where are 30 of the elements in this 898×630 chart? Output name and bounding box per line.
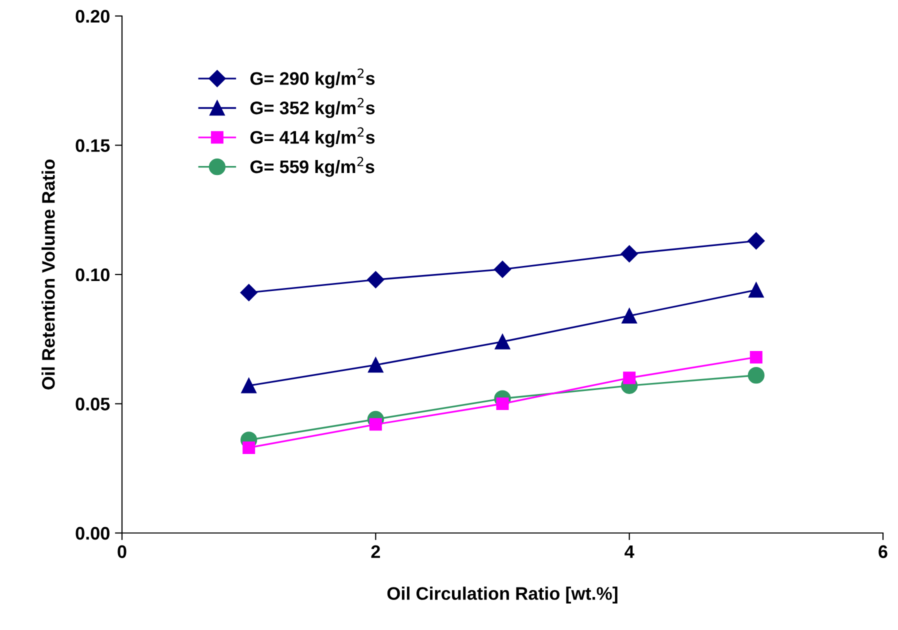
legend-label: G= 414 kg/m$^{2}$s <box>250 127 375 148</box>
y-tick-label: 0.05 <box>76 398 110 410</box>
point <box>494 260 512 278</box>
point <box>368 357 384 373</box>
x-tick-label: 0 <box>118 545 126 558</box>
point <box>369 418 382 431</box>
point <box>240 284 258 302</box>
y-tick-label: 0.20 <box>76 10 110 23</box>
point <box>241 378 256 394</box>
point <box>750 350 762 364</box>
legend-label: G= 352 kg/m$^{2}$s <box>250 98 375 118</box>
x-tick-label: 4 <box>624 545 634 558</box>
y-tick-label: 0.00 <box>76 526 110 540</box>
legend-label: G= 559 kg/m$^{2}$s <box>250 156 374 177</box>
y-axis-title: Oil Retention Volume Ratio <box>42 160 55 390</box>
point <box>620 245 638 262</box>
x-tick-label: 6 <box>878 545 888 558</box>
point <box>748 282 764 298</box>
point <box>242 441 256 454</box>
point <box>748 232 765 250</box>
y-tick-label: 0.15 <box>76 139 110 152</box>
point <box>494 334 510 350</box>
y-tick-label: 0.10 <box>76 268 110 282</box>
legend-label: G= 290 kg/m$^{2}$s <box>250 68 375 89</box>
x-axis-title: Oil Circulation Ratio [wt.%] <box>387 586 618 604</box>
point <box>367 271 384 288</box>
point <box>623 372 636 384</box>
x-tick-label: 2 <box>371 545 380 558</box>
point <box>748 366 764 384</box>
point <box>622 308 637 324</box>
